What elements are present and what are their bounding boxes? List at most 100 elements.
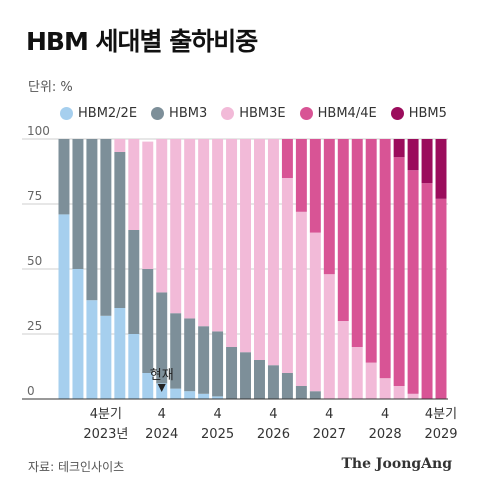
bar-segment xyxy=(128,139,140,230)
bar-segment xyxy=(407,139,419,171)
bar-segment xyxy=(365,139,377,363)
bar-segment xyxy=(128,334,140,399)
bar-segment xyxy=(295,386,307,399)
legend-item: HBM2/2E xyxy=(60,106,137,121)
source-label: 자료: 테크인사이츠 xyxy=(28,460,125,474)
bar-segment xyxy=(379,378,391,399)
bar-segment xyxy=(114,152,126,308)
bar-segment xyxy=(309,391,321,399)
legend-swatch xyxy=(151,107,165,120)
x-tick-label: 4 xyxy=(158,407,166,422)
bar-segment xyxy=(240,352,251,399)
bar-segment xyxy=(156,139,168,293)
bar-segment xyxy=(351,347,363,399)
bar-segment xyxy=(184,139,196,319)
bar-segment xyxy=(240,139,251,353)
brand-logo: The JoongAng xyxy=(341,456,452,472)
x-tick-label: 2027 xyxy=(313,427,346,442)
bar-segment xyxy=(212,139,224,332)
bar-segment xyxy=(393,139,405,158)
legend-swatch xyxy=(60,107,73,120)
y-tick-label: 0 xyxy=(27,384,35,398)
bar-segment xyxy=(281,139,293,178)
bar-segment xyxy=(295,211,307,386)
bar-segment xyxy=(435,139,447,199)
bar-segment xyxy=(267,139,279,366)
bar-segment xyxy=(365,362,377,399)
legend-label: HBM5 xyxy=(408,106,447,121)
bar-segment xyxy=(72,139,84,269)
legend-swatch xyxy=(221,107,235,120)
x-tick-label: 2024 xyxy=(145,427,178,442)
x-tick-label: 2029 xyxy=(424,427,457,442)
bar-segment xyxy=(393,157,405,386)
bar-segment xyxy=(100,139,112,316)
bar-segment xyxy=(435,198,447,399)
bar-segment xyxy=(267,365,279,399)
y-tick-label: 100 xyxy=(27,124,50,138)
bar-segment xyxy=(170,388,182,399)
bar-segment xyxy=(421,183,433,399)
x-tick-label: 4 xyxy=(213,407,221,422)
bar-segment xyxy=(254,139,265,360)
x-tick-label: 4분기 xyxy=(90,407,122,422)
bar-segment xyxy=(58,214,70,399)
legend-label: HBM3E xyxy=(239,106,286,121)
bar-segment xyxy=(281,178,293,373)
bar-segment xyxy=(86,300,98,399)
bar-segment xyxy=(281,373,293,399)
legend-swatch xyxy=(390,107,404,120)
bar-segment xyxy=(156,292,168,384)
x-tick-label: 2025 xyxy=(201,427,234,442)
bar-segment xyxy=(254,360,265,399)
bar-segment xyxy=(114,308,126,399)
bar-segment xyxy=(421,139,433,184)
bar-segment xyxy=(170,139,182,314)
bar-segment xyxy=(114,139,126,152)
bar-segment xyxy=(142,141,154,269)
bar-segment xyxy=(198,326,210,394)
bar-segment xyxy=(393,386,405,399)
x-tick-label: 4분기 xyxy=(425,407,457,422)
legend-label: HBM4/4E xyxy=(317,106,377,121)
bar-segment xyxy=(323,274,335,399)
bar-segment xyxy=(337,139,349,321)
bar-segment xyxy=(407,170,419,394)
legend-item: HBM3E xyxy=(221,106,286,121)
legend-swatch xyxy=(299,107,313,120)
current-marker-label: 현재 xyxy=(150,368,174,383)
x-tick-label: 4 xyxy=(325,407,333,422)
bar-segment xyxy=(198,393,210,399)
bar-segment xyxy=(184,318,196,392)
bar-segment xyxy=(142,269,154,373)
bar-segment xyxy=(323,139,335,275)
legend-item: HBM3 xyxy=(151,106,207,121)
bar-segment xyxy=(184,391,196,399)
x-tick-label: 2023년 xyxy=(83,427,128,442)
x-tick-label: 2026 xyxy=(257,427,290,442)
bar-segment xyxy=(100,315,112,399)
bar-segment xyxy=(198,139,210,327)
bar-segment xyxy=(309,232,321,392)
bar-segment xyxy=(295,139,307,212)
bar-segment xyxy=(170,313,182,389)
y-tick-label: 75 xyxy=(27,189,42,203)
y-tick-label: 25 xyxy=(27,319,42,333)
legend-label: HBM3 xyxy=(169,106,208,121)
bar-segment xyxy=(58,139,70,215)
legend-label: HBM2/2E xyxy=(78,106,138,121)
bar-segment xyxy=(337,321,349,399)
bar-segment xyxy=(72,269,84,399)
bar-segment xyxy=(309,139,321,233)
x-tick-label: 4 xyxy=(381,407,389,422)
x-tick-label: 2028 xyxy=(369,427,402,442)
legend-item: HBM4/4E xyxy=(299,106,377,121)
bar-segment xyxy=(351,139,363,347)
bar-segment xyxy=(379,139,391,379)
bar-segment xyxy=(128,230,140,334)
bar-segment xyxy=(212,331,224,397)
bar-segment xyxy=(407,393,419,399)
unit-label: 단위: % xyxy=(28,80,73,95)
